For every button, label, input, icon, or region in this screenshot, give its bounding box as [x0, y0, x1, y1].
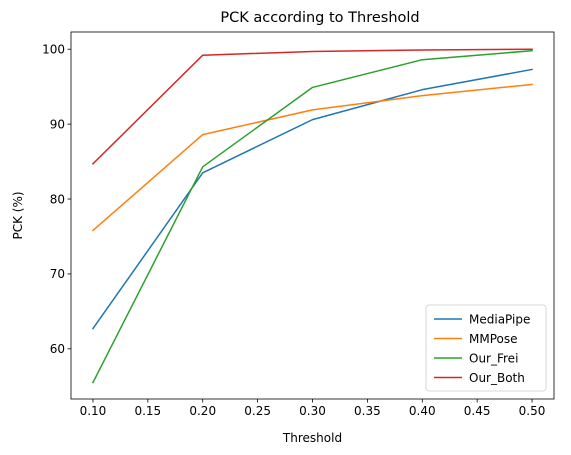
- y-tick-label: 70: [50, 267, 65, 281]
- y-tick-label: 60: [50, 342, 65, 356]
- x-axis-label: Threshold: [282, 431, 342, 445]
- legend: MediaPipe MMPose Our_Frei Our_Both: [425, 304, 547, 392]
- x-tick-label: 0.35: [354, 404, 381, 418]
- x-tick-label: 0.15: [134, 404, 161, 418]
- y-tick-label: 90: [50, 117, 65, 131]
- legend-box: [425, 304, 547, 392]
- y-tick-label: 100: [42, 43, 65, 57]
- y-axis-label: PCK (%): [11, 191, 25, 239]
- x-tick-label: 0.45: [464, 404, 491, 418]
- x-tick-label: 0.25: [244, 404, 271, 418]
- series-line-our-both: [91, 48, 533, 165]
- legend-label: Our_Frei: [469, 351, 518, 365]
- x-tick-label: 0.50: [519, 404, 546, 418]
- series-line-mmpose: [91, 83, 533, 232]
- x-tick-label: 0.20: [189, 404, 216, 418]
- y-tick-label: 80: [50, 192, 65, 206]
- legend-label: Our_Both: [469, 371, 525, 385]
- series-line-our-frei: [91, 49, 533, 384]
- x-tick-label: 0.40: [409, 404, 436, 418]
- legend-label: MediaPipe: [469, 312, 530, 326]
- chart-title: PCK according to Threshold: [220, 10, 419, 26]
- plot-area: 0.10 0.15 0.20 0.25 0.30 0.35 0.40 0.45 0.50 60 70…: [42, 31, 555, 418]
- x-tick-label: 0.10: [80, 404, 107, 418]
- x-tick-label: 0.30: [299, 404, 326, 418]
- series-line-mediapipe: [91, 68, 533, 330]
- legend-label: MMPose: [469, 332, 518, 346]
